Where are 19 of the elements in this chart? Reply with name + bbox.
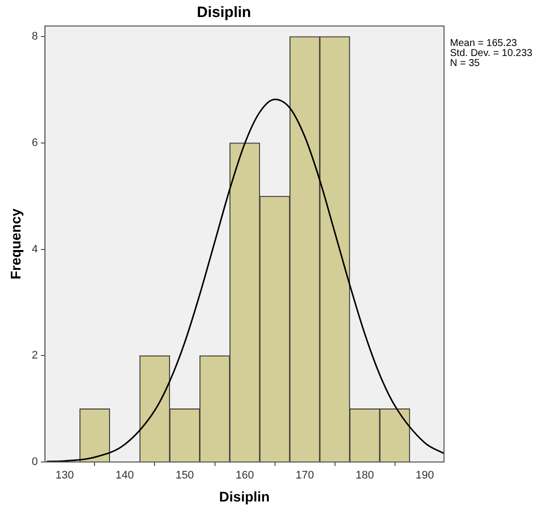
- x-tick-label: 180: [356, 470, 374, 482]
- x-tick-label: 130: [56, 470, 74, 482]
- y-tick-label: 4: [32, 243, 38, 256]
- y-tick-label: 0: [32, 456, 38, 468]
- x-tick-label: 140: [116, 470, 134, 482]
- x-tick-label: 190: [416, 470, 434, 482]
- y-tick-label: 8: [32, 30, 38, 43]
- x-tick-label: 170: [296, 470, 314, 482]
- x-axis-title: Disiplin: [219, 488, 270, 504]
- x-tick-label: 160: [236, 470, 254, 482]
- y-tick-label: 2: [32, 350, 38, 362]
- text: N = 35: [450, 58, 480, 69]
- text: Mean = 165.23: [450, 38, 518, 49]
- line-series: [46, 98, 444, 462]
- y-tick-label: 6: [32, 137, 38, 150]
- y-axis-title: Frequency: [7, 208, 24, 280]
- text: Std. Dev. = 10.233: [450, 48, 533, 59]
- chart-title: Disiplin: [196, 4, 252, 22]
- x-tick-label: 150: [176, 470, 194, 482]
